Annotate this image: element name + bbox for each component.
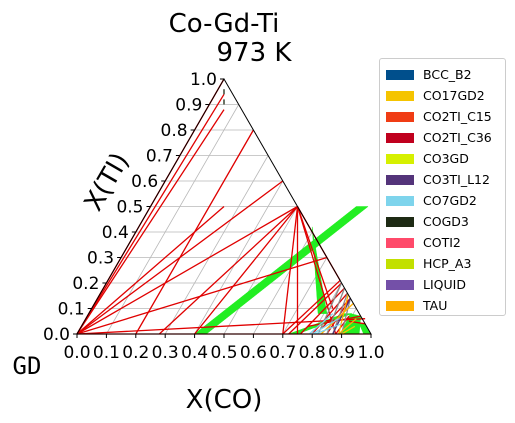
tie-line-26 [317, 282, 343, 335]
legend-label: CO3GD [423, 151, 469, 166]
x-axis-label: X(CO) [186, 385, 263, 415]
legend-swatch [386, 111, 414, 122]
tie-line-36 [314, 323, 342, 335]
tie-line-5 [76, 205, 298, 335]
x-tick-label-2: 0.2 [122, 343, 149, 363]
legend-label: COGD3 [423, 214, 469, 229]
x-ticks: 0.0 0.1 0.2 0.3 0.4 0.5 0.6 0.7 0.8 0.9 1.0 [63, 334, 385, 363]
tie-lines [76, 78, 371, 335]
tie-line-25 [135, 129, 254, 335]
tie-line-28 [332, 292, 349, 335]
legend-swatch [386, 69, 414, 80]
legend-swatch [386, 258, 414, 269]
phase-region-4 [358, 323, 372, 335]
tie-line-9 [158, 206, 298, 335]
legend-item: CO3GD [386, 148, 505, 169]
legend-label: COTI2 [423, 235, 461, 250]
legend-item: CO7GD2 [386, 190, 505, 211]
tie-line-16 [282, 279, 341, 335]
legend-item: COGD3 [386, 211, 505, 232]
x-tick-label-9: 0.9 [328, 343, 355, 363]
y-tick-label-7: 0.7 [146, 147, 173, 167]
tie-line-31 [338, 294, 349, 335]
legend-swatch [386, 279, 414, 290]
tie-line-14 [296, 206, 337, 335]
tie-line-17 [288, 282, 343, 335]
tie-line-32 [320, 302, 354, 335]
y-tick-label-1: 0.1 [58, 300, 85, 320]
x-tick-label-8: 0.8 [299, 343, 326, 363]
y-tick-label-2: 0.2 [72, 274, 99, 294]
x-tick-label-7: 0.7 [269, 343, 296, 363]
y-ticks: 0.0 0.1 0.2 0.3 0.4 0.5 0.6 0.7 0.8 0.9 1.0 [43, 70, 224, 345]
legend: BCC_B2 CO17GD2 CO2TI_C15 CO2TI_C36 CO3GD CO3T… [379, 58, 506, 316]
tie-line-33 [338, 318, 357, 335]
legend-label: CO2TI_C15 [423, 109, 492, 124]
tie-line-35 [311, 318, 339, 335]
y-tick-label-10: 1.0 [190, 70, 217, 90]
y-tick-label-3: 0.3 [87, 249, 114, 269]
grid [91, 104, 357, 335]
legend-label: LIQUID [423, 277, 466, 292]
legend-swatch [386, 195, 414, 206]
tie-line-13 [282, 206, 299, 335]
legend-item: LIQUID [386, 274, 505, 295]
tie-line-37 [341, 325, 356, 335]
x-tick-label-5: 0.5 [210, 343, 237, 363]
y-tick-label-0: 0.0 [43, 325, 70, 345]
legend-label: CO3TI_L12 [423, 172, 490, 187]
tie-line-2 [76, 109, 225, 335]
legend-item: CO2TI_C15 [386, 106, 505, 127]
legend-label: CO2TI_C36 [423, 130, 492, 145]
x-tick-label-4: 0.4 [181, 343, 208, 363]
legend-swatch [386, 174, 414, 185]
tie-line-7 [76, 318, 366, 335]
y-tick-label-8: 0.8 [161, 121, 188, 141]
legend-item: HCP_A3 [386, 253, 505, 274]
tie-line-29 [340, 298, 352, 335]
grid-line-co-3 [164, 155, 269, 335]
legend-label: BCC_B2 [423, 67, 472, 82]
x-tick-label-10: 1.0 [357, 343, 384, 363]
legend-swatch [386, 300, 414, 311]
tie-line-1 [76, 93, 225, 335]
legend-item: CO2TI_C36 [386, 127, 505, 148]
legend-swatch [386, 153, 414, 164]
legend-item: BCC_B2 [386, 64, 505, 85]
x-tick-label-6: 0.6 [240, 343, 267, 363]
tie-line-23 [348, 320, 366, 325]
tie-line-3 [76, 206, 225, 335]
chart-subtitle: 973 K [217, 38, 293, 68]
legend-item: CO17GD2 [386, 85, 505, 106]
legend-label: CO7GD2 [423, 193, 477, 208]
y-tick-label-4: 0.4 [102, 223, 129, 243]
y-tick-label-6: 0.6 [131, 172, 158, 192]
legend-item: COTI2 [386, 232, 505, 253]
legend-swatch [386, 132, 414, 143]
tie-line-10 [194, 206, 299, 335]
tie-line-11 [296, 206, 334, 309]
legend-label: TAU [423, 298, 448, 313]
legend-swatch [386, 237, 414, 248]
tie-line-30 [332, 298, 352, 335]
x-tick-label-0: 0.0 [63, 343, 90, 363]
chart-title: Co-Gd-Ti [169, 9, 280, 39]
y-tick-label-9: 0.9 [175, 96, 202, 116]
legend-item: CO3TI_L12 [386, 169, 505, 190]
legend-label: HCP_A3 [423, 256, 472, 271]
y-tick-label-5: 0.5 [116, 198, 143, 218]
grid-line-co-5 [223, 206, 298, 335]
legend-item: TAU [386, 295, 505, 316]
legend-swatch [386, 216, 414, 227]
corner-label-gd: GD [13, 352, 42, 380]
legend-swatch [386, 90, 414, 101]
legend-label: CO17GD2 [423, 88, 485, 103]
tie-line-34 [308, 313, 334, 335]
x-tick-label-3: 0.3 [152, 343, 179, 363]
x-tick-label-1: 0.1 [93, 343, 120, 363]
tie-line-6 [76, 256, 328, 335]
